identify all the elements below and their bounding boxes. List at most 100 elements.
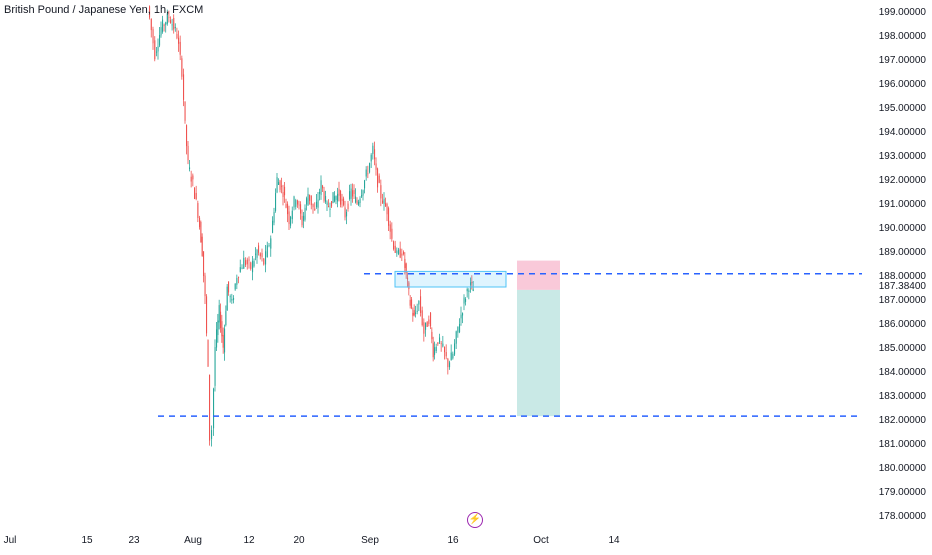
candle-body [326, 202, 328, 205]
candle-body [466, 288, 468, 292]
candle-body [206, 296, 208, 334]
candle-body [154, 40, 156, 60]
candle-body [259, 253, 261, 257]
candle-body [228, 281, 230, 293]
candle-body [337, 193, 339, 202]
candle-body [297, 200, 299, 205]
x-tick-label: 16 [447, 535, 459, 546]
candle-body [287, 203, 289, 215]
candle-body [231, 298, 233, 301]
candle-body [338, 189, 340, 196]
candle-body [273, 211, 275, 223]
candle-body [250, 262, 252, 269]
candle-body [454, 343, 456, 355]
y-tick-label: 181.00000 [879, 439, 927, 450]
candle-body [340, 190, 342, 205]
candle-body [447, 358, 449, 368]
candle-body [415, 312, 417, 314]
candle-body [239, 267, 241, 272]
candle-body [420, 296, 422, 313]
candle-body [459, 324, 461, 333]
candle-body [211, 430, 213, 439]
y-tick-label: 187.00000 [879, 295, 927, 306]
candle-body [222, 334, 224, 348]
candle-body [328, 206, 330, 207]
candle-body [243, 257, 245, 269]
candle-body [298, 204, 300, 206]
candle-body [362, 190, 364, 196]
x-tick-label: 15 [81, 535, 93, 546]
candle-body [393, 241, 395, 250]
candle-body [295, 200, 297, 207]
candle-body [343, 198, 345, 205]
candle-body [181, 58, 183, 77]
candle-body [190, 176, 192, 182]
candle-body [255, 253, 257, 255]
candle-body [233, 298, 235, 300]
candle-body [279, 180, 281, 190]
candle-body [157, 46, 159, 52]
candle-body [385, 203, 387, 207]
candle-body [358, 201, 360, 205]
y-tick-label: 188.00000 [879, 271, 927, 282]
x-tick-label: 23 [128, 535, 140, 546]
candle-body [386, 203, 388, 215]
candle-body [359, 198, 361, 204]
candle-body [470, 282, 472, 285]
candle-body [272, 220, 274, 233]
candle-body [369, 163, 371, 173]
candle-body [444, 346, 446, 353]
candle-body [396, 250, 398, 254]
lightning-icon[interactable]: ⚡ [467, 512, 483, 528]
candle-body [445, 352, 447, 357]
candle-body [282, 191, 284, 197]
candle-body [411, 299, 413, 308]
candle-body [389, 224, 391, 232]
candle-body [303, 215, 305, 221]
candle-body [377, 168, 379, 188]
candle-body [439, 337, 441, 343]
candle-body [375, 163, 377, 170]
candle-body [301, 216, 303, 226]
candle-body [367, 173, 369, 175]
candle-body [218, 305, 220, 323]
candle-body [246, 259, 248, 265]
candle-body [217, 320, 219, 336]
candle-body [418, 300, 420, 305]
candle-body [207, 340, 209, 367]
candle-body [450, 352, 452, 361]
candle-body [356, 200, 358, 204]
candle-body [370, 154, 372, 162]
candle-body [224, 328, 226, 353]
candle-body [184, 101, 186, 121]
candle-body [268, 245, 270, 246]
candle-body [428, 319, 430, 324]
candle-body [288, 211, 290, 225]
take-profit-zone [517, 289, 560, 417]
candle-body [398, 249, 400, 254]
candle-body [162, 19, 164, 32]
candle-body [290, 216, 292, 226]
candle-body [265, 251, 267, 265]
candle-body [258, 245, 260, 253]
candle-body [322, 185, 324, 189]
y-tick-label: 198.00000 [879, 31, 927, 42]
candle-body [314, 208, 316, 211]
candle-body [462, 313, 464, 316]
candle-body [171, 24, 173, 26]
candle-body [304, 207, 306, 220]
candle-body [323, 191, 325, 201]
candle-body [168, 16, 170, 18]
candle-body [403, 251, 405, 254]
candle-body [380, 185, 382, 199]
y-tick-label: 191.00000 [879, 199, 927, 210]
candle-body [310, 195, 312, 206]
candle-body [325, 196, 327, 202]
candle-body [197, 203, 199, 218]
candle-body [374, 149, 376, 160]
candle-body [319, 192, 321, 194]
candle-body [256, 249, 258, 258]
candle-body [150, 18, 152, 31]
